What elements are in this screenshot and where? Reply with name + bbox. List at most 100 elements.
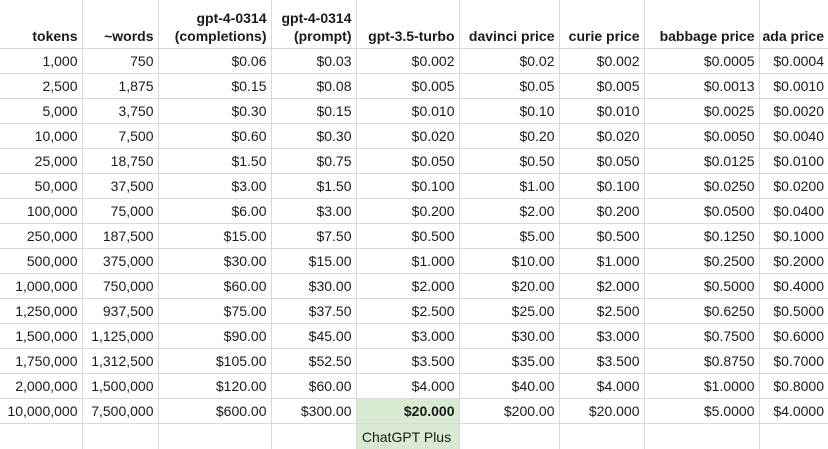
cell-gpt35-turbo[interactable]: $0.500 — [356, 224, 459, 249]
cell-babbage-price[interactable]: $0.0050 — [644, 124, 759, 149]
empty-cell[interactable] — [559, 424, 644, 449]
cell-gpt35-turbo[interactable]: $20.000 — [356, 399, 459, 424]
cell-tokens[interactable]: 100,000 — [0, 199, 82, 224]
cell-gpt35-turbo[interactable]: $0.100 — [356, 174, 459, 199]
cell-tokens[interactable]: 1,750,000 — [0, 349, 82, 374]
cell-gpt4-prompt[interactable]: $30.00 — [271, 274, 356, 299]
cell-davinci-price[interactable]: $5.00 — [459, 224, 559, 249]
cell-tokens[interactable]: 500,000 — [0, 249, 82, 274]
cell-gpt4-completions[interactable]: $105.00 — [158, 349, 271, 374]
empty-cell[interactable] — [158, 424, 271, 449]
cell-curie-price[interactable]: $0.050 — [559, 149, 644, 174]
header-gpt4-completions[interactable]: gpt-4-0314(completions) — [158, 0, 271, 49]
cell-ada-price[interactable]: $0.8000 — [759, 374, 828, 399]
cell-words[interactable]: 18,750 — [82, 149, 158, 174]
cell-curie-price[interactable]: $0.500 — [559, 224, 644, 249]
cell-babbage-price[interactable]: $0.0250 — [644, 174, 759, 199]
cell-gpt4-completions[interactable]: $0.30 — [158, 99, 271, 124]
cell-curie-price[interactable]: $2.500 — [559, 299, 644, 324]
cell-gpt4-prompt[interactable]: $0.08 — [271, 74, 356, 99]
cell-ada-price[interactable]: $0.4000 — [759, 274, 828, 299]
cell-babbage-price[interactable]: $5.0000 — [644, 399, 759, 424]
cell-gpt35-turbo[interactable]: $0.020 — [356, 124, 459, 149]
cell-davinci-price[interactable]: $0.10 — [459, 99, 559, 124]
cell-ada-price[interactable]: $0.7000 — [759, 349, 828, 374]
cell-gpt4-prompt[interactable]: $300.00 — [271, 399, 356, 424]
cell-babbage-price[interactable]: $0.0005 — [644, 49, 759, 74]
cell-tokens[interactable]: 2,000,000 — [0, 374, 82, 399]
cell-tokens[interactable]: 50,000 — [0, 174, 82, 199]
cell-gpt4-completions[interactable]: $6.00 — [158, 199, 271, 224]
cell-curie-price[interactable]: $0.020 — [559, 124, 644, 149]
cell-babbage-price[interactable]: $0.0500 — [644, 199, 759, 224]
cell-words[interactable]: 1,500,000 — [82, 374, 158, 399]
cell-words[interactable]: 937,500 — [82, 299, 158, 324]
cell-gpt4-completions[interactable]: $0.60 — [158, 124, 271, 149]
cell-tokens[interactable]: 1,000,000 — [0, 274, 82, 299]
cell-davinci-price[interactable]: $2.00 — [459, 199, 559, 224]
empty-cell[interactable] — [644, 424, 759, 449]
cell-babbage-price[interactable]: $0.2500 — [644, 249, 759, 274]
cell-gpt4-prompt[interactable]: $0.75 — [271, 149, 356, 174]
cell-ada-price[interactable]: $0.2000 — [759, 249, 828, 274]
cell-tokens[interactable]: 10,000 — [0, 124, 82, 149]
cell-tokens[interactable]: 2,500 — [0, 74, 82, 99]
cell-gpt4-completions[interactable]: $75.00 — [158, 299, 271, 324]
chatgpt-plus-note[interactable]: ChatGPT Plus — [356, 424, 459, 449]
cell-davinci-price[interactable]: $0.02 — [459, 49, 559, 74]
cell-gpt4-completions[interactable]: $600.00 — [158, 399, 271, 424]
cell-gpt4-completions[interactable]: $90.00 — [158, 324, 271, 349]
cell-words[interactable]: 37,500 — [82, 174, 158, 199]
cell-gpt35-turbo[interactable]: $0.005 — [356, 74, 459, 99]
header-ada-price[interactable]: ada price — [759, 0, 828, 49]
cell-gpt35-turbo[interactable]: $3.000 — [356, 324, 459, 349]
cell-babbage-price[interactable]: $0.1250 — [644, 224, 759, 249]
cell-tokens[interactable]: 25,000 — [0, 149, 82, 174]
cell-tokens[interactable]: 250,000 — [0, 224, 82, 249]
header-gpt35-turbo[interactable]: gpt-3.5-turbo — [356, 0, 459, 49]
cell-words[interactable]: 1,875 — [82, 74, 158, 99]
cell-tokens[interactable]: 5,000 — [0, 99, 82, 124]
cell-curie-price[interactable]: $3.500 — [559, 349, 644, 374]
header-curie-price[interactable]: curie price — [559, 0, 644, 49]
cell-ada-price[interactable]: $0.5000 — [759, 299, 828, 324]
cell-babbage-price[interactable]: $0.0125 — [644, 149, 759, 174]
empty-cell[interactable] — [459, 424, 559, 449]
cell-curie-price[interactable]: $1.000 — [559, 249, 644, 274]
cell-words[interactable]: 75,000 — [82, 199, 158, 224]
cell-ada-price[interactable]: $0.0400 — [759, 199, 828, 224]
cell-words[interactable]: 3,750 — [82, 99, 158, 124]
cell-curie-price[interactable]: $4.000 — [559, 374, 644, 399]
cell-ada-price[interactable]: $0.0010 — [759, 74, 828, 99]
cell-ada-price[interactable]: $0.0040 — [759, 124, 828, 149]
cell-words[interactable]: 375,000 — [82, 249, 158, 274]
cell-ada-price[interactable]: $0.0020 — [759, 99, 828, 124]
cell-ada-price[interactable]: $0.0004 — [759, 49, 828, 74]
cell-gpt4-completions[interactable]: $0.06 — [158, 49, 271, 74]
header-babbage-price[interactable]: babbage price — [644, 0, 759, 49]
cell-gpt4-completions[interactable]: $0.15 — [158, 74, 271, 99]
cell-words[interactable]: 750,000 — [82, 274, 158, 299]
cell-babbage-price[interactable]: $0.6250 — [644, 299, 759, 324]
cell-gpt35-turbo[interactable]: $0.002 — [356, 49, 459, 74]
empty-cell[interactable] — [759, 424, 828, 449]
cell-davinci-price[interactable]: $10.00 — [459, 249, 559, 274]
cell-gpt4-prompt[interactable]: $1.50 — [271, 174, 356, 199]
cell-davinci-price[interactable]: $0.05 — [459, 74, 559, 99]
cell-gpt35-turbo[interactable]: $4.000 — [356, 374, 459, 399]
cell-curie-price[interactable]: $3.000 — [559, 324, 644, 349]
cell-gpt4-prompt[interactable]: $15.00 — [271, 249, 356, 274]
cell-ada-price[interactable]: $0.0100 — [759, 149, 828, 174]
cell-davinci-price[interactable]: $30.00 — [459, 324, 559, 349]
cell-davinci-price[interactable]: $200.00 — [459, 399, 559, 424]
cell-gpt4-completions[interactable]: $15.00 — [158, 224, 271, 249]
cell-babbage-price[interactable]: $0.0025 — [644, 99, 759, 124]
cell-gpt4-prompt[interactable]: $60.00 — [271, 374, 356, 399]
cell-gpt35-turbo[interactable]: $0.010 — [356, 99, 459, 124]
cell-curie-price[interactable]: $0.002 — [559, 49, 644, 74]
cell-curie-price[interactable]: $2.000 — [559, 274, 644, 299]
cell-davinci-price[interactable]: $20.00 — [459, 274, 559, 299]
header-gpt4-prompt[interactable]: gpt-4-0314(prompt) — [271, 0, 356, 49]
cell-curie-price[interactable]: $0.100 — [559, 174, 644, 199]
empty-cell[interactable] — [271, 424, 356, 449]
